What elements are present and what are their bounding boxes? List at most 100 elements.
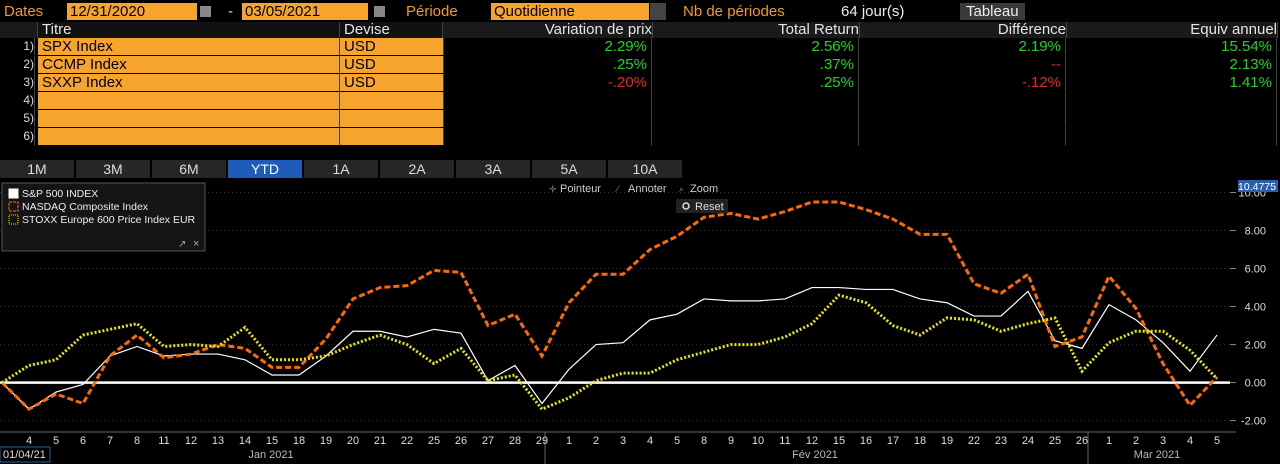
period-tab[interactable]: 2A	[380, 160, 454, 178]
currency-cell[interactable]	[340, 92, 444, 110]
currency-cell[interactable]	[340, 110, 444, 128]
table-button[interactable]: Tableau	[960, 3, 1025, 20]
x-tick-label: 15	[266, 435, 278, 447]
axis-marker-box	[1238, 180, 1278, 192]
tool-button[interactable]: Pointeur	[560, 183, 601, 195]
x-tick-label: 11	[779, 435, 790, 447]
x-tick-label: 19	[320, 435, 332, 447]
x-tick-label: 2	[593, 435, 599, 447]
start-box	[0, 446, 51, 463]
period-tab[interactable]: 1M	[0, 160, 74, 178]
x-tick-label: 5	[53, 435, 59, 447]
column-header: Variation de prix	[443, 22, 653, 38]
legend-swatch	[8, 201, 19, 212]
title-cell[interactable]: CCMP Index	[38, 56, 340, 74]
currency-cell[interactable]: USD	[340, 74, 444, 92]
tool-button[interactable]: Zoom	[690, 183, 718, 195]
row-number: 1)	[0, 38, 35, 56]
y-tick-label: 6.00	[1245, 264, 1266, 276]
title-cell[interactable]	[38, 92, 340, 110]
y-tick-label: 2.00	[1245, 340, 1266, 352]
tool-icon: ⌕	[679, 184, 684, 194]
calendar-icon[interactable]	[200, 6, 211, 17]
month-label: Jan 2021	[248, 449, 293, 461]
x-tick-label: 10	[752, 435, 764, 447]
x-tick-label: 19	[941, 435, 953, 447]
x-tick-label: 2	[1133, 435, 1139, 447]
x-tick-label: 28	[509, 435, 521, 447]
value-cell	[860, 92, 1066, 110]
column-header: Différence	[860, 22, 1067, 38]
row-number: 4)	[0, 92, 35, 110]
period-tab[interactable]: 5A	[532, 160, 606, 178]
x-tick-label: 7	[107, 435, 113, 447]
x-tick-label: 25	[1049, 435, 1061, 447]
currency-cell[interactable]	[340, 128, 444, 146]
dates-label: Dates	[4, 3, 44, 20]
value-cell	[653, 92, 859, 110]
value-cell	[1067, 128, 1277, 146]
period-tab[interactable]: 3M	[76, 160, 150, 178]
x-tick-label: 1	[1106, 435, 1112, 447]
row-number: 5)	[0, 110, 35, 128]
title-cell[interactable]	[38, 128, 340, 146]
value-cell	[653, 128, 859, 146]
value-cell: .25%	[443, 56, 652, 74]
tool-icon: ∕	[615, 184, 620, 194]
title-cell[interactable]: SPX Index	[38, 38, 340, 56]
x-tick-label: 1	[566, 435, 572, 447]
value-cell: 2.56%	[653, 38, 859, 56]
x-tick-label: 24	[1022, 435, 1034, 447]
legend-pin[interactable]: ↗	[178, 239, 186, 250]
period-tab[interactable]: 6M	[152, 160, 226, 178]
legend-close[interactable]: ×	[193, 238, 199, 250]
start-date[interactable]: 12/31/2020	[67, 3, 197, 20]
period-tab[interactable]: YTD	[228, 160, 302, 178]
calendar-icon[interactable]	[374, 6, 385, 17]
x-tick-label: 4	[647, 435, 653, 447]
currency-cell[interactable]: USD	[340, 56, 444, 74]
header-blank	[0, 22, 38, 38]
column-header: Titre	[38, 22, 340, 38]
x-tick-label: 25	[428, 435, 440, 447]
reset-box	[676, 199, 728, 213]
period-tab[interactable]: 1A	[304, 160, 378, 178]
period-tab[interactable]: 3A	[456, 160, 530, 178]
x-tick-label: 8	[701, 435, 707, 447]
column-header: Total Return	[653, 22, 860, 38]
value-cell	[653, 110, 859, 128]
legend-swatch	[8, 214, 19, 225]
value-cell	[860, 128, 1066, 146]
x-tick-label: 8	[134, 435, 140, 447]
value-cell: -.20%	[443, 74, 652, 92]
period-select[interactable]: Quotidienne	[491, 3, 649, 20]
value-cell	[443, 128, 652, 146]
title-cell[interactable]	[38, 110, 340, 128]
dropdown[interactable]	[650, 3, 666, 20]
x-tick-label: 5	[674, 435, 680, 447]
series-line	[1, 286, 1218, 410]
reset-icon	[682, 202, 690, 210]
x-tick-label: 26	[455, 435, 467, 447]
start-label: 01/04/21	[3, 449, 46, 461]
column-header: Devise	[340, 22, 443, 38]
x-tick-label: 4	[26, 435, 32, 447]
x-tick-label: 14	[239, 435, 251, 447]
row-number: 2)	[0, 56, 35, 74]
title-cell[interactable]: SXXP Index	[38, 74, 340, 92]
legend-swatch	[8, 188, 19, 199]
tool-button[interactable]: Reset	[695, 201, 724, 213]
column-header: Equiv annuel	[1067, 22, 1278, 38]
count-value: 64 jour(s)	[841, 3, 905, 20]
currency-cell[interactable]: USD	[340, 38, 444, 56]
tool-button[interactable]: Annoter	[628, 183, 667, 195]
x-tick-label: 20	[347, 435, 359, 447]
x-tick-label: 5	[1214, 435, 1220, 447]
value-cell: 2.13%	[1067, 56, 1277, 74]
end-date[interactable]: 03/05/2021	[242, 3, 368, 20]
y-tick-label: 0.00	[1245, 378, 1266, 390]
x-tick-label: 21	[374, 435, 386, 447]
period-tab[interactable]: 10A	[608, 160, 682, 178]
